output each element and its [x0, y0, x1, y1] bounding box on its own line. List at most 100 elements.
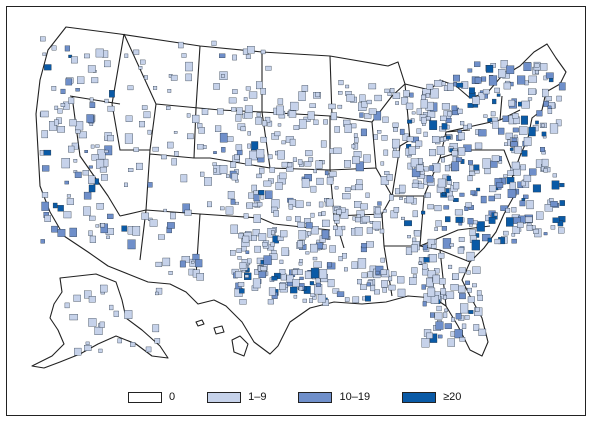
county-cell [482, 234, 491, 242]
county-cell [292, 269, 299, 275]
county-cell [392, 122, 399, 128]
county-cell [438, 252, 445, 259]
county-cell [365, 192, 370, 198]
county-cell [301, 178, 310, 188]
county-cell [556, 95, 562, 102]
county-cell [526, 225, 533, 231]
county-cell [403, 90, 410, 97]
county-cell [426, 332, 433, 339]
county-cell [213, 168, 217, 173]
county-cell [130, 342, 136, 347]
county-cell [535, 120, 539, 125]
county-cell [488, 195, 495, 202]
county-cell [113, 310, 119, 317]
legend-label: ≥20 [443, 391, 462, 403]
county-cell [255, 117, 262, 125]
county-cell [357, 258, 367, 269]
county-cell [235, 114, 242, 122]
county-cell [453, 82, 457, 87]
county-cell [395, 188, 400, 195]
county-cell [446, 175, 451, 181]
county-cell [525, 216, 533, 223]
county-cell [488, 217, 496, 224]
county-cell [498, 127, 505, 135]
county-cell [455, 157, 463, 162]
county-cell [247, 143, 251, 149]
county-cell [230, 161, 237, 168]
county-cell [133, 49, 140, 55]
county-cell [413, 230, 421, 237]
county-cell [333, 214, 340, 221]
county-cell [305, 222, 313, 229]
county-cell [69, 314, 78, 321]
county-cell [192, 253, 200, 261]
county-cell [317, 294, 326, 303]
county-cell [487, 237, 492, 243]
county-cell [309, 298, 313, 303]
county-cell [227, 191, 235, 200]
county-cell [328, 103, 336, 110]
county-cell [155, 287, 163, 295]
county-cell [426, 175, 434, 183]
county-cell [305, 251, 310, 255]
county-cell [472, 96, 480, 105]
county-cell [141, 212, 149, 220]
county-cell [95, 48, 104, 58]
county-cell [127, 85, 134, 91]
county-cell [100, 223, 105, 228]
county-cell [344, 124, 352, 133]
county-cell [463, 124, 468, 130]
county-cell [418, 261, 423, 265]
county-cell [460, 303, 469, 314]
county-cell [489, 185, 497, 193]
county-cell [467, 68, 473, 73]
county-cell [455, 313, 462, 320]
county-cell [289, 138, 296, 146]
county-cell [472, 266, 481, 274]
county-cell [171, 158, 177, 166]
county-cell [88, 318, 97, 327]
county-cell [470, 190, 476, 196]
county-cell [360, 203, 368, 210]
county-cell [57, 108, 63, 114]
county-cell [100, 284, 108, 293]
county-cell [315, 92, 321, 98]
county-cell [253, 214, 261, 223]
county-cell [318, 212, 322, 217]
county-cell [377, 130, 382, 134]
county-cell [430, 88, 439, 99]
county-cell [381, 280, 388, 288]
county-cell [304, 270, 313, 279]
county-cell [75, 129, 81, 134]
county-cell [390, 271, 397, 277]
county-cell [245, 86, 251, 91]
county-cell [377, 201, 382, 206]
county-cell [435, 321, 444, 330]
county-cell [256, 149, 265, 159]
county-cell [453, 182, 460, 190]
county-cell [212, 162, 217, 166]
county-cell [514, 146, 522, 154]
county-cell [559, 200, 565, 206]
hawaii-outline [195, 319, 205, 327]
county-cell [321, 229, 329, 239]
county-cell [389, 88, 395, 93]
county-cell [507, 189, 516, 198]
county-cell [297, 269, 303, 275]
county-cell [88, 175, 96, 184]
county-cell [251, 141, 259, 151]
county-cell [143, 111, 151, 119]
county-cell [372, 221, 381, 230]
county-cell [443, 295, 447, 300]
county-cell [298, 286, 304, 291]
county-cell [107, 105, 115, 112]
county-cell [465, 202, 472, 208]
county-cell [456, 82, 464, 88]
county-cell [444, 323, 452, 329]
county-cell [342, 253, 347, 259]
county-cell [428, 254, 437, 263]
county-cell [442, 312, 448, 318]
county-cell [333, 147, 342, 154]
county-cell [256, 112, 261, 118]
county-cell [327, 279, 335, 288]
